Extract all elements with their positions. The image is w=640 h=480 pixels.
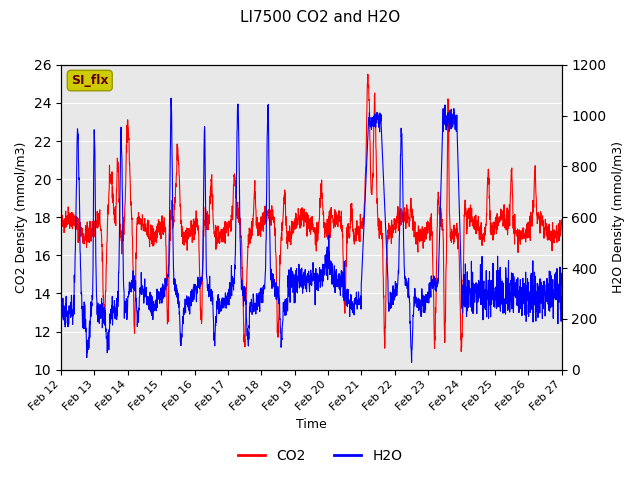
Legend: CO2, H2O: CO2, H2O [232,443,408,468]
X-axis label: Time: Time [296,419,326,432]
Text: LI7500 CO2 and H2O: LI7500 CO2 and H2O [240,10,400,24]
Text: SI_flx: SI_flx [71,74,109,87]
Y-axis label: CO2 Density (mmol/m3): CO2 Density (mmol/m3) [15,142,28,293]
Y-axis label: H2O Density (mmol/m3): H2O Density (mmol/m3) [612,141,625,293]
